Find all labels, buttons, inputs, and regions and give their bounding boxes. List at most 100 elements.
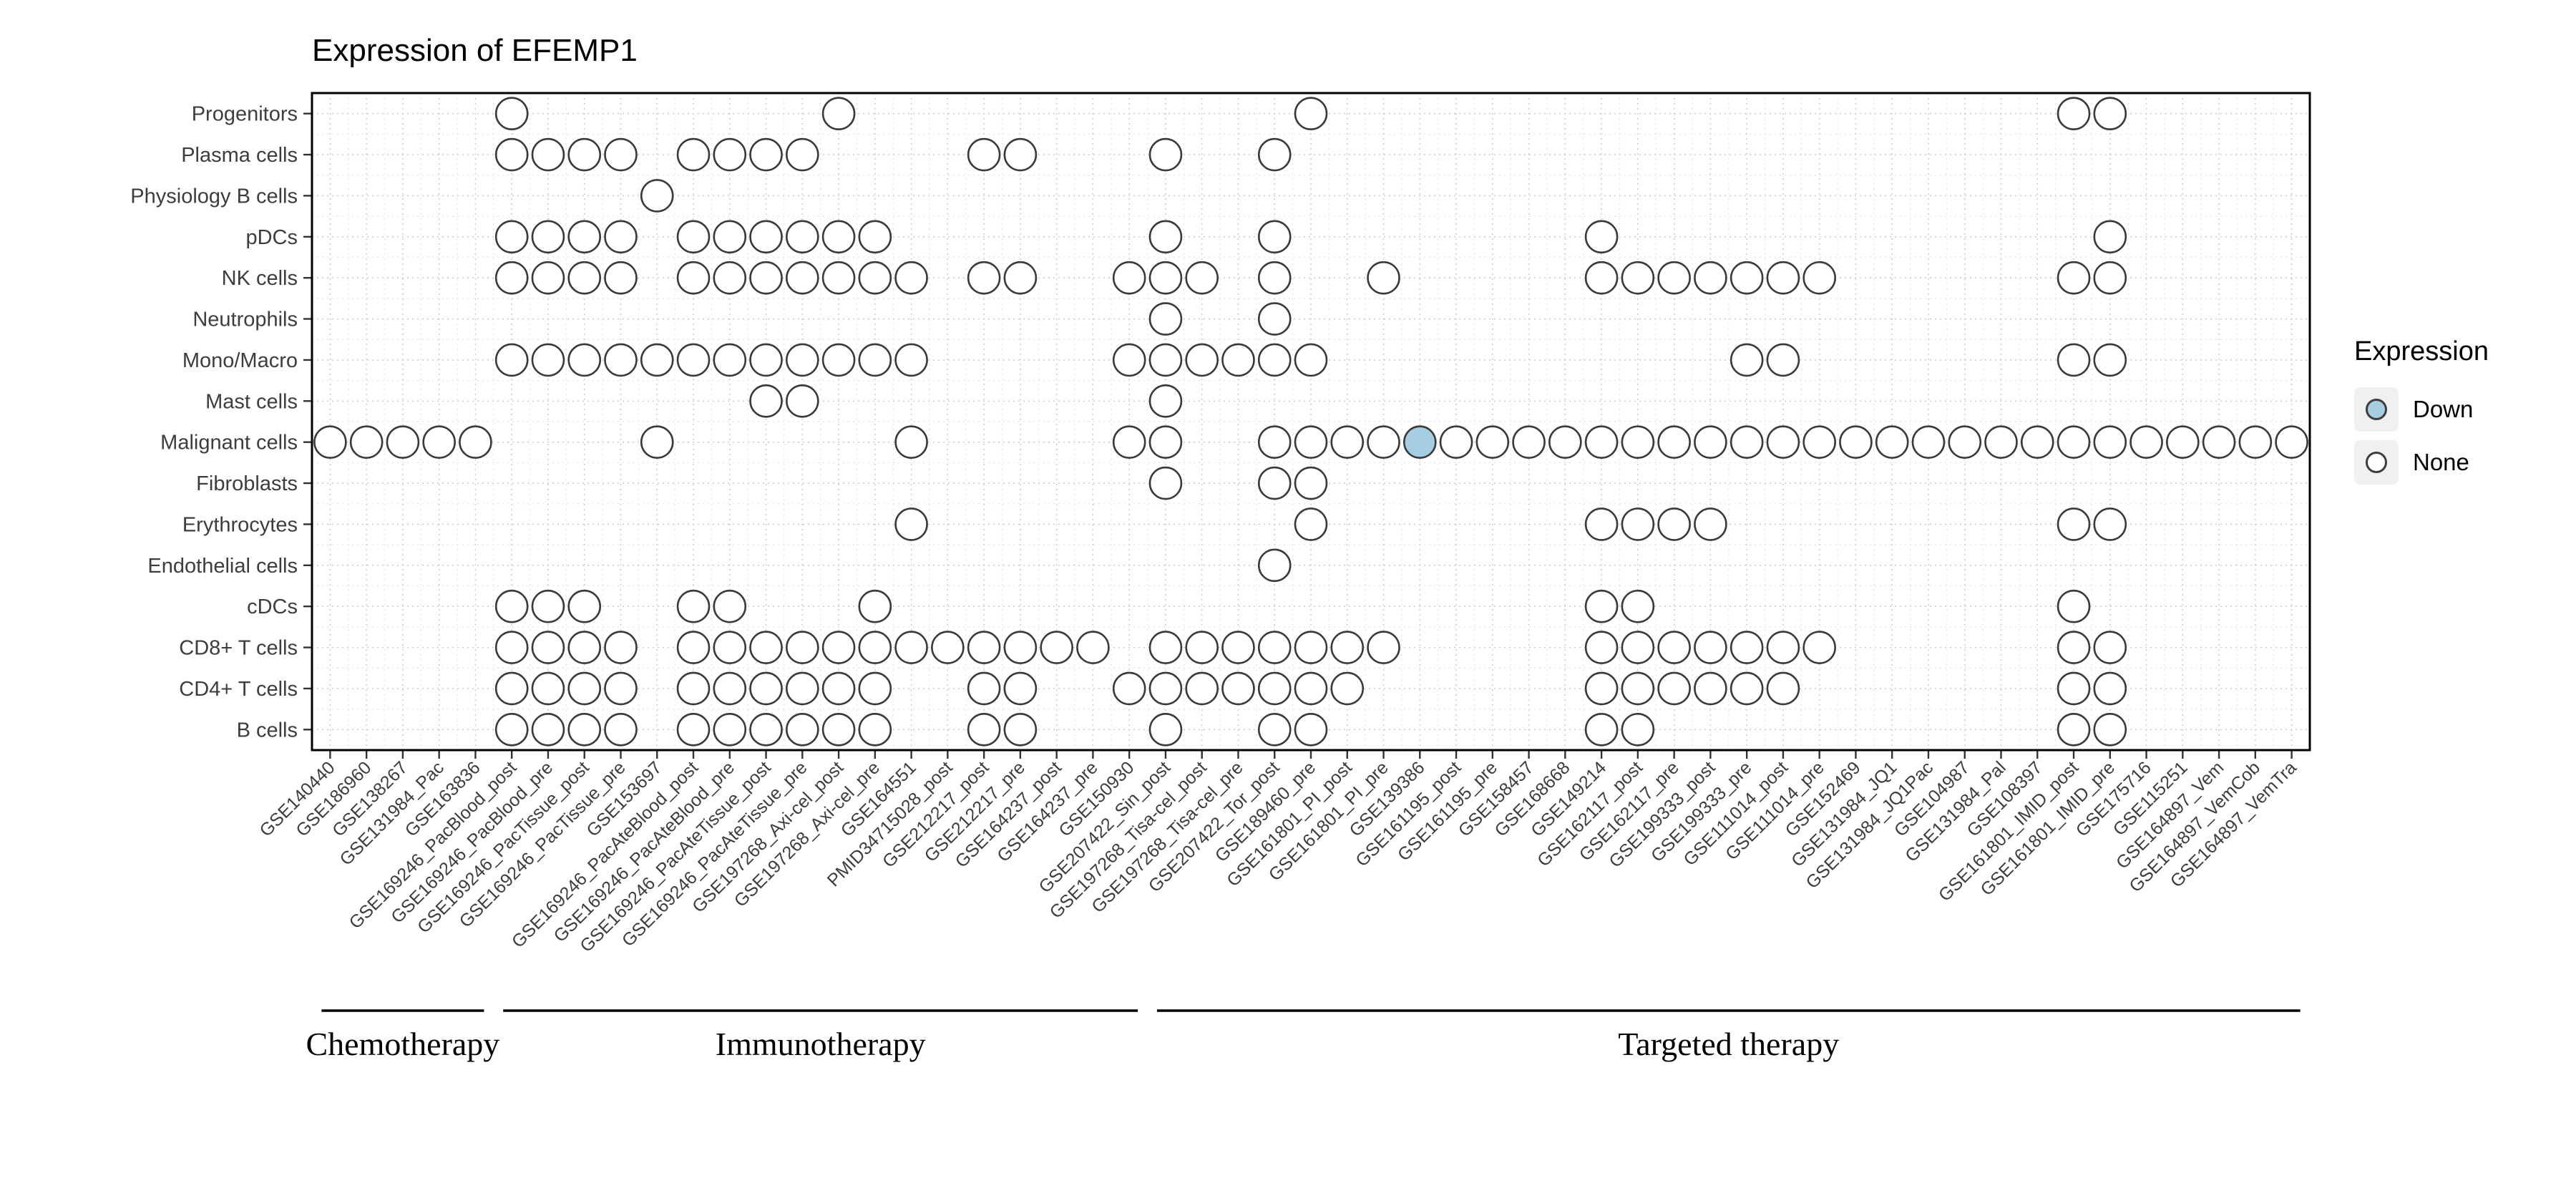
expression-dot-none (858, 220, 892, 254)
expression-dot-none (1694, 631, 1727, 664)
y-axis-label: pDCs (245, 226, 298, 249)
expression-dot-none (1584, 261, 1619, 295)
expression-dot-none (713, 343, 747, 377)
expression-dot-none (604, 671, 638, 706)
expression-dot-none (494, 713, 529, 747)
expression-dot-none (1657, 425, 1691, 459)
expression-dot-none (1148, 220, 1183, 254)
expression-dot-none (1766, 631, 1800, 664)
expression-dot-none (1512, 425, 1546, 459)
expression-dot-none (821, 713, 856, 747)
expression-dot-none (1330, 671, 1365, 706)
expression-dot-none (1148, 137, 1183, 172)
expression-dot-none (858, 343, 892, 377)
expression-dot-none (1621, 631, 1655, 664)
expression-dot-none (967, 137, 1001, 172)
expression-dot-none (786, 631, 819, 664)
expression-dot-none (1148, 261, 1183, 295)
expression-dot-none (967, 261, 1001, 295)
expression-dot-none (567, 631, 602, 664)
expression-dot-none (821, 631, 856, 664)
expression-dot-none (2057, 261, 2091, 295)
expression-dot-none (1584, 507, 1619, 541)
expression-dot-none (349, 425, 384, 459)
expression-dot-none (1148, 671, 1183, 706)
expression-dot-none (494, 137, 529, 172)
expression-dot-none (567, 220, 602, 254)
expression-dot-none (567, 261, 602, 295)
expression-dot-none (494, 671, 529, 706)
expression-dot-none (1185, 261, 1219, 295)
expression-dot-none (1621, 261, 1655, 295)
expression-dot-none (1621, 671, 1655, 706)
expression-dot-none (2057, 589, 2091, 623)
expression-dot-none (676, 631, 711, 664)
expression-dot-none (640, 179, 674, 213)
expression-dot-none (894, 261, 928, 295)
expression-dot-none (567, 671, 602, 706)
expression-dot-none (821, 220, 856, 254)
expression-dot-none (786, 137, 819, 172)
expression-dot-down (1402, 425, 1437, 459)
expression-dot-none (786, 220, 819, 254)
expression-dot-none (2020, 425, 2054, 459)
expression-dot-none (1294, 631, 1328, 664)
expression-dot-none (1621, 713, 1655, 747)
expression-dot-none (1003, 631, 1038, 664)
expression-dot-none (713, 220, 747, 254)
expression-dot-none (2057, 713, 2091, 747)
expression-dot-none (604, 631, 638, 664)
expression-dot-none (604, 220, 638, 254)
expression-dot-none (531, 220, 565, 254)
expression-dot-none (1802, 261, 1836, 295)
expression-dot-none (967, 671, 1001, 706)
y-axis-label: Plasma cells (181, 144, 298, 167)
expression-dot-none (1766, 261, 1800, 295)
expression-dot-none (1694, 507, 1727, 541)
expression-dot-none (2057, 631, 2091, 664)
expression-dot-none (858, 631, 892, 664)
expression-dot-none (2093, 713, 2127, 747)
expression-dot-none (1584, 631, 1619, 664)
expression-dot-none (531, 671, 565, 706)
expression-dot-none (749, 137, 783, 172)
expression-dot-none (786, 671, 819, 706)
y-axis-label: Physiology B cells (130, 185, 298, 208)
y-axis-label: Endothelial cells (147, 555, 298, 578)
expression-dot-none (713, 631, 747, 664)
expression-dot-none (1221, 631, 1255, 664)
expression-dot-none (1294, 343, 1328, 377)
expression-dot-none (676, 713, 711, 747)
expression-dot-none (2093, 220, 2127, 254)
expression-dot-none (1439, 425, 1473, 459)
expression-dot-none (2166, 425, 2200, 459)
y-axis-label: CD4+ T cells (179, 678, 298, 701)
expression-dot-none (1948, 425, 1982, 459)
expression-dot-none (676, 589, 711, 623)
chart-title: Expression of EFEMP1 (312, 33, 638, 68)
expression-dot-none (386, 425, 420, 459)
expression-dot-none (1221, 343, 1255, 377)
expression-dot-none (2275, 425, 2308, 459)
expression-dot-none (858, 713, 892, 747)
group-label: Immunotherapy (716, 1026, 926, 1062)
expression-dot-none (1185, 343, 1219, 377)
expression-dot-none (1766, 343, 1800, 377)
expression-dot-none (531, 343, 565, 377)
expression-dot-none (1802, 631, 1836, 664)
expression-dot-none (713, 713, 747, 747)
expression-dot-none (1257, 302, 1292, 336)
expression-dot-none (821, 261, 856, 295)
expression-dot-none (1729, 261, 1764, 295)
expression-dot-none (821, 343, 856, 377)
expression-dot-none (1257, 137, 1292, 172)
expression-dot-none (676, 261, 711, 295)
expression-dot-none (1257, 220, 1292, 254)
expression-dot-none (2093, 343, 2127, 377)
expression-dot-none (1257, 671, 1292, 706)
expression-dot-none (1729, 343, 1764, 377)
legend-key-down (2354, 387, 2399, 432)
expression-dot-none (894, 507, 928, 541)
expression-dot-none (459, 425, 492, 459)
